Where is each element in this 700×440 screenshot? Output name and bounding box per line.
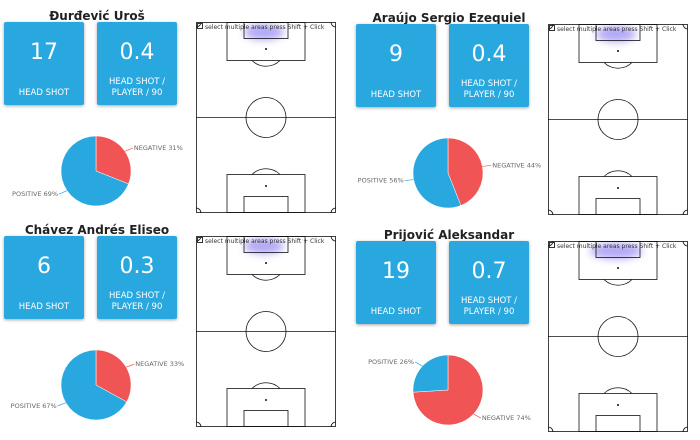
per90-label-line2: PLAYER / 90 xyxy=(463,307,515,317)
checkbox-icon[interactable] xyxy=(197,237,203,243)
per90-label: HEAD SHOT / PLAYER / 90 xyxy=(97,291,177,313)
head-shot-tile: 19 HEAD SHOT xyxy=(356,241,436,324)
pie-label-positive: POSITIVE 67% xyxy=(11,402,57,410)
checkbox-icon[interactable] xyxy=(549,25,555,31)
per90-label-line2: PLAYER / 90 xyxy=(111,88,163,98)
per90-label-line1: HEAD SHOT / xyxy=(108,77,166,87)
heat-blob xyxy=(596,26,636,42)
head-shot-tile: 17 HEAD SHOT xyxy=(4,22,84,105)
pie-slice-negative[interactable] xyxy=(95,135,132,185)
per90-tile: 0.4 HEAD SHOT / PLAYER / 90 xyxy=(449,24,529,107)
pitch-hint: select multiple areas press Shift + Clic… xyxy=(549,25,676,33)
pie-label-positive-connector xyxy=(414,361,423,367)
pie-label-positive: POSITIVE 69% xyxy=(12,190,58,198)
pitch-hint: select multiple areas press Shift + Clic… xyxy=(197,23,324,31)
per90-tile: 0.4 HEAD SHOT / PLAYER / 90 xyxy=(97,22,177,105)
pie-label-negative: NEGATIVE 31% xyxy=(134,144,183,152)
sentiment-pie-chart: NEGATIVE 74% POSITIVE 26% xyxy=(368,354,531,426)
per90-tile: 0.7 HEAD SHOT / PLAYER / 90 xyxy=(449,241,529,324)
heatmap-pitch[interactable]: select multiple areas press Shift + Clic… xyxy=(547,240,689,433)
per90-label-line1: HEAD SHOT / xyxy=(108,291,166,301)
heat-blob xyxy=(244,24,284,40)
pitch-hint-text: select multiple areas press Shift + Clic… xyxy=(557,243,677,250)
pie-label-negative-connector xyxy=(473,413,482,419)
head-shot-value: 19 xyxy=(382,259,410,284)
checkbox-icon[interactable] xyxy=(197,23,203,29)
pitch-hint: select multiple areas press Shift + Clic… xyxy=(549,242,676,250)
pitch-hint-text: select multiple areas press Shift + Clic… xyxy=(205,238,325,245)
head-shot-label: HEAD SHOT xyxy=(370,307,422,317)
pie-label-positive-connector xyxy=(58,190,68,195)
pie-label-negative: NEGATIVE 74% xyxy=(482,414,531,422)
head-shot-value: 6 xyxy=(37,254,51,279)
player-panel: Araújo Sergio Ezequiel 9 HEAD SHOT 0.4 H… xyxy=(352,8,697,223)
player-name: Araújo Sergio Ezequiel xyxy=(372,11,526,25)
sentiment-pie-chart: NEGATIVE 31% POSITIVE 69% xyxy=(12,135,183,207)
pitch-hint-text: select multiple areas press Shift + Clic… xyxy=(205,24,325,31)
player-panel: Đurđević Uroš 17 HEAD SHOT 0.4 HEAD SHOT… xyxy=(0,6,345,221)
pie-label-negative: NEGATIVE 44% xyxy=(492,161,541,169)
per90-value: 0.3 xyxy=(119,254,155,279)
pie-slice-positive[interactable] xyxy=(412,137,462,209)
head-shot-tile: 6 HEAD SHOT xyxy=(4,236,84,319)
pie-label-positive: POSITIVE 56% xyxy=(358,177,404,185)
per90-label: HEAD SHOT / PLAYER / 90 xyxy=(449,296,529,318)
head-shot-tile: 9 HEAD SHOT xyxy=(356,24,436,107)
player-name: Đurđević Uroš xyxy=(49,9,145,23)
heat-blob xyxy=(244,238,284,254)
per90-label-line1: HEAD SHOT / xyxy=(460,296,518,306)
per90-label-line1: HEAD SHOT / xyxy=(460,79,518,89)
sentiment-pie-chart: NEGATIVE 44% POSITIVE 56% xyxy=(358,137,541,209)
head-shot-label: HEAD SHOT xyxy=(370,90,422,100)
pitch-hint: select multiple areas press Shift + Clic… xyxy=(197,237,324,245)
per90-label: HEAD SHOT / PLAYER / 90 xyxy=(449,79,529,101)
heat-blob xyxy=(590,243,642,259)
pie-label-positive-connector xyxy=(57,402,66,407)
per90-label-line2: PLAYER / 90 xyxy=(463,90,515,100)
pie-label-negative: NEGATIVE 33% xyxy=(135,360,184,368)
per90-label: HEAD SHOT / PLAYER / 90 xyxy=(97,77,177,99)
pitch-hint-text: select multiple areas press Shift + Clic… xyxy=(557,26,677,33)
pie-slice-positive[interactable] xyxy=(60,349,128,421)
heatmap-pitch[interactable]: select multiple areas press Shift + Clic… xyxy=(195,21,337,214)
checkbox-icon[interactable] xyxy=(549,242,555,248)
pie-label-positive: POSITIVE 26% xyxy=(368,358,414,366)
head-shot-label: HEAD SHOT xyxy=(18,302,70,312)
heatmap-pitch[interactable]: select multiple areas press Shift + Clic… xyxy=(547,23,689,216)
player-name: Chávez Andrés Eliseo xyxy=(24,223,170,237)
pie-label-negative-connector xyxy=(126,363,135,368)
pie-slice-negative[interactable] xyxy=(447,137,484,206)
pie-slice-positive[interactable] xyxy=(60,135,129,207)
pie-slice-positive[interactable] xyxy=(412,354,449,393)
per90-tile: 0.3 HEAD SHOT / PLAYER / 90 xyxy=(97,236,177,319)
pitch-lines xyxy=(195,235,337,428)
per90-value: 0.4 xyxy=(471,42,507,67)
per90-label-line2: PLAYER / 90 xyxy=(111,302,163,312)
player-panel: Prijović Aleksandar 19 HEAD SHOT 0.7 HEA… xyxy=(352,225,697,440)
pie-slice-negative[interactable] xyxy=(95,349,132,403)
pitch-lines xyxy=(547,240,689,433)
pie-label-negative-connector xyxy=(124,147,134,152)
pie-label-negative-connector xyxy=(482,164,492,167)
pie-label-positive-connector xyxy=(404,179,414,182)
head-shot-value: 17 xyxy=(30,40,58,65)
sentiment-pie-chart: NEGATIVE 33% POSITIVE 67% xyxy=(11,349,184,421)
pitch-lines xyxy=(195,21,337,214)
head-shot-label: HEAD SHOT xyxy=(18,88,70,98)
per90-value: 0.7 xyxy=(471,259,507,284)
player-name: Prijović Aleksandar xyxy=(383,228,515,242)
pitch-lines xyxy=(547,23,689,216)
player-panel: Chávez Andrés Eliseo 6 HEAD SHOT 0.3 HEA… xyxy=(0,220,345,435)
head-shot-value: 9 xyxy=(389,42,403,67)
per90-value: 0.4 xyxy=(119,40,155,65)
heatmap-pitch[interactable]: select multiple areas press Shift + Clic… xyxy=(195,235,337,428)
